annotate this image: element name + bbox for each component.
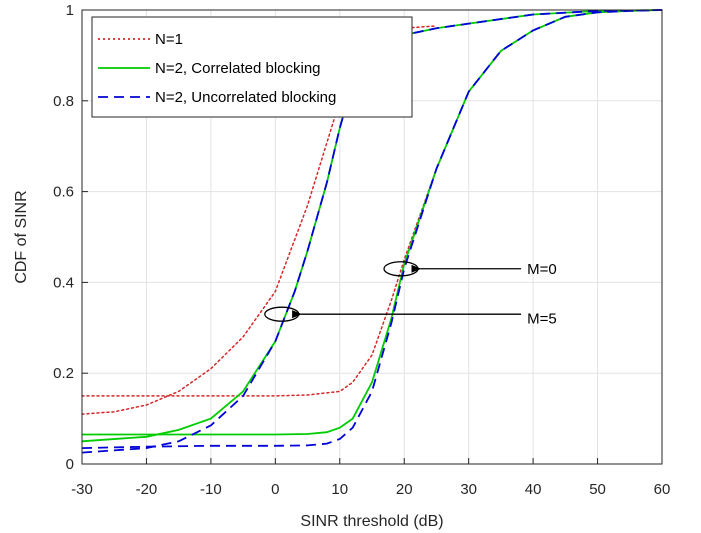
- legend-box: [91, 16, 413, 118]
- legend-label: N=2, Uncorrelated blocking: [155, 89, 336, 106]
- y-tick-label: 0.2: [53, 365, 74, 382]
- x-tick-label: 0: [271, 481, 279, 498]
- series-line-3-curve-1: [81, 9, 663, 454]
- y-axis-label: CDF of SINR: [13, 190, 30, 283]
- annotations: M=0 M=5: [264, 261, 557, 328]
- tick-labels: -30 -20 -10 0 10 20 30 40 50 60 0 0.2 0.4 0.6 0.8 1: [53, 2, 670, 498]
- x-tick-label: 40: [525, 481, 542, 498]
- x-tick-label: 50: [589, 481, 606, 498]
- x-tick-label: -20: [136, 481, 158, 498]
- series-line-1-curve-2: [81, 9, 663, 397]
- y-tick-label: 1: [66, 2, 74, 19]
- x-tick-label: 20: [396, 481, 413, 498]
- axes-frame: [81, 9, 663, 465]
- y-tick-label: 0: [66, 456, 74, 473]
- x-tick-label: -10: [200, 481, 222, 498]
- legend: N=1 N=2, Correlated blocking N=2, Uncorrel…: [91, 16, 413, 118]
- x-tick-label: 60: [654, 481, 671, 498]
- y-tick-label: 0.8: [53, 93, 74, 110]
- legend-label: N=1: [155, 31, 183, 48]
- legend-label: N=2, Correlated blocking: [155, 60, 321, 77]
- y-tick-label: 0.6: [53, 184, 74, 201]
- x-tick-label: -30: [71, 481, 93, 498]
- y-tick-label: 0.4: [53, 274, 74, 291]
- annotation-label: M=5: [527, 311, 557, 328]
- series-group: [81, 9, 663, 454]
- annotation-label: M=0: [527, 261, 557, 278]
- series-line-3-curve-2: [81, 9, 663, 449]
- x-tick-label: 10: [331, 481, 348, 498]
- x-axis-label: SINR threshold (dB): [300, 513, 443, 530]
- x-tick-label: 30: [460, 481, 477, 498]
